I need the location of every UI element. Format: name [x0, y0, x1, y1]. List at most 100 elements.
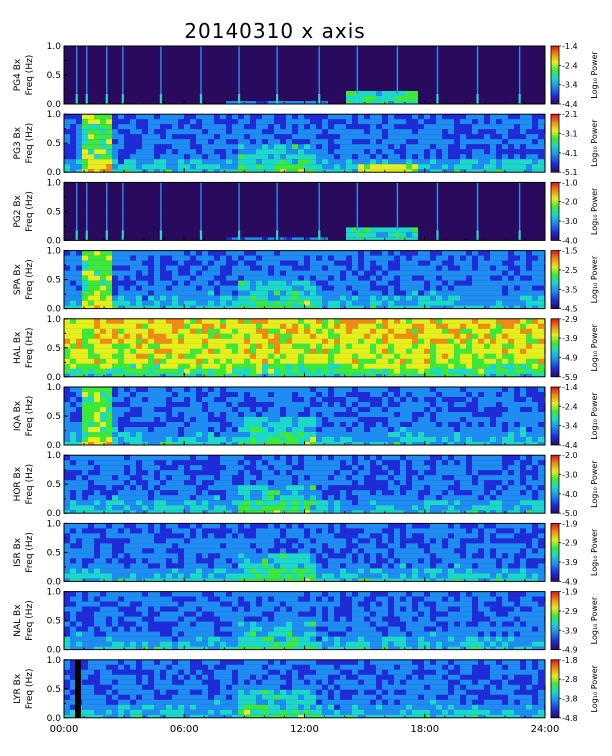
- colorbar-tick-label: -4.0: [562, 490, 578, 499]
- panel-pg2: 0.0 0.5 1.0 PG2 Bx Freq (Hz) -1.0 -2.0 -3.0 -4.0…: [13, 178, 599, 246]
- colorbar-unit-label: Log₁₀ Power: [590, 392, 599, 440]
- y-axis-label-station: IQA Bx: [13, 400, 23, 431]
- y-axis-label-station: PG4 Bx: [13, 58, 23, 91]
- pulse-line: [436, 182, 439, 241]
- colorbar-tick-label: -1.4: [562, 42, 578, 51]
- pulse-line: [356, 46, 359, 104]
- colorbar-tick-label: -3.0: [562, 471, 578, 480]
- spectrogram-cells: [64, 46, 545, 104]
- panel-hal: 0.0 0.5 1.0 HAL Bx Freq (Hz) -2.9 -3.9 -4.9 -5.9…: [13, 315, 599, 383]
- pulse-line: [476, 182, 479, 241]
- colorbar-unit-label: Log₁₀ Power: [590, 528, 599, 576]
- pulse-line: [160, 182, 162, 241]
- colorbar-hor: -2.0 -3.0 -4.0 -5.0 Log₁₀ Power: [550, 451, 599, 518]
- y-tick-label: 1.0: [47, 383, 62, 393]
- y-tick-label: 1.0: [47, 42, 62, 52]
- colorbar-tick-label: -4.4: [562, 441, 578, 450]
- spectrogram-cells: [64, 455, 545, 514]
- panel-spa: 0.0 0.5 1.0 SPA Bx Freq (Hz) -1.5 -2.5 -3.5 -4.5…: [13, 247, 599, 315]
- y-tick-label: 0.5: [47, 412, 61, 422]
- pulse-line: [86, 182, 88, 241]
- y-axis-label-freq: Freq (Hz): [25, 327, 35, 368]
- y-tick-label: 1.0: [47, 110, 62, 120]
- colorbar-pg3: -2.1 -3.1 -4.1 -5.1 Log₁₀ Power: [550, 110, 599, 177]
- colorbar-tick-label: -2.9: [562, 315, 578, 324]
- panel-lyr: 0.0 0.5 1.0 LYR Bx Freq (Hz) -1.8 -2.8 -3.8 -4.8…: [13, 656, 599, 724]
- y-axis-label-freq: Freq (Hz): [25, 532, 35, 573]
- pulse-line: [200, 46, 202, 104]
- y-tick-label: 1.0: [47, 315, 62, 325]
- pulse-line: [86, 46, 88, 104]
- colorbar-tick-label: -2.5: [562, 266, 578, 275]
- colorbar-tick-label: -1.4: [562, 383, 578, 392]
- y-axis-label-station: NAL Bx: [13, 604, 23, 637]
- colorbar-lyr: -1.8 -2.8 -3.8 -4.8 Log₁₀ Power: [550, 656, 599, 723]
- colorbar-tick-label: -2.0: [562, 451, 578, 460]
- panel-isr: 0.0 0.5 1.0 ISR Bx Freq (Hz) -1.9 -2.9 -3.9 -4.9…: [13, 519, 599, 587]
- pulse-line: [160, 46, 162, 104]
- colorbar-tick-label: -2.4: [562, 402, 578, 411]
- pulse-line: [396, 182, 399, 241]
- colorbar-tick-label: -3.4: [562, 422, 578, 431]
- pulse-line: [356, 182, 359, 241]
- x-tick-label: 12:00: [290, 724, 319, 735]
- colorbar-unit-label: Log₁₀ Power: [590, 596, 599, 644]
- y-tick-label: 0.5: [47, 139, 61, 149]
- y-axis-label-station: LYR Bx: [13, 673, 23, 704]
- pulse-line: [276, 46, 278, 104]
- spectrogram-cells: [64, 591, 545, 650]
- spectrogram-cells: [64, 114, 545, 173]
- pulse-line: [122, 46, 124, 104]
- colorbar-tick-label: -3.1: [562, 130, 578, 139]
- colorbar-tick-label: -4.9: [562, 353, 578, 362]
- y-tick-label: 0.5: [47, 480, 61, 490]
- y-tick-label: 0.5: [47, 276, 61, 286]
- colorbar-tick-label: -1.5: [562, 247, 578, 256]
- colorbar-iqa: -1.4 -2.4 -3.4 -4.4 Log₁₀ Power: [550, 383, 599, 450]
- colorbar-tick-label: -4.1: [562, 149, 578, 158]
- colorbar-spa: -1.5 -2.5 -3.5 -4.5 Log₁₀ Power: [550, 247, 599, 314]
- y-tick-label: 1.0: [47, 519, 62, 529]
- colorbar-tick-label: -4.0: [562, 236, 578, 245]
- y-axis-label-station: SPA Bx: [13, 263, 23, 295]
- colorbar-nal: -1.9 -2.9 -3.9 -4.9 Log₁₀ Power: [550, 588, 599, 655]
- colorbar-unit-label: Log₁₀ Power: [590, 119, 599, 167]
- y-axis-label-freq: Freq (Hz): [25, 668, 35, 709]
- chart-title: 20140310 x axis: [184, 19, 365, 43]
- colorbar-tick-label: -4.9: [562, 577, 578, 586]
- x-tick-label: 06:00: [170, 724, 199, 735]
- y-tick-label: 1.0: [47, 451, 62, 461]
- spectrogram-cells: [64, 523, 545, 582]
- y-tick-label: 0.0: [47, 714, 62, 724]
- y-tick-label: 0.0: [47, 441, 62, 451]
- y-tick-label: 0.5: [47, 344, 61, 354]
- colorbar-unit-label: Log₁₀ Power: [590, 187, 599, 235]
- colorbar-tick-label: -4.8: [562, 714, 578, 723]
- y-tick-label: 0.0: [47, 168, 62, 178]
- colorbar-tick-label: -1.8: [562, 656, 578, 665]
- y-axis-label-station: PG3 Bx: [13, 126, 23, 159]
- panel-hor: 0.0 0.5 1.0 HOR Bx Freq (Hz) -2.0 -3.0 -4.0 -5.0…: [13, 451, 599, 519]
- panel-pg3: 0.0 0.5 1.0 PG3 Bx Freq (Hz) -2.1 -3.1 -4.1 -5.1…: [13, 110, 599, 178]
- pulse-line: [396, 46, 399, 104]
- y-tick-label: 1.0: [47, 247, 62, 257]
- colorbar-tick-label: -2.1: [562, 110, 578, 119]
- y-axis-label-station: PG2 Bx: [13, 194, 23, 227]
- y-tick-label: 0.0: [47, 100, 62, 110]
- y-tick-label: 0.0: [47, 646, 62, 656]
- y-tick-label: 0.5: [47, 548, 61, 558]
- y-axis-label-freq: Freq (Hz): [25, 55, 35, 96]
- pulse-line: [518, 182, 521, 241]
- colorbar-tick-label: -3.5: [562, 285, 578, 294]
- y-tick-label: 0.5: [47, 207, 61, 217]
- colorbar-tick-label: -2.9: [562, 607, 578, 616]
- colorbar-tick-label: -4.9: [562, 646, 578, 655]
- spectrogram-cells: [64, 318, 545, 377]
- colorbar-unit-label: Log₁₀ Power: [590, 460, 599, 508]
- pulse-line: [76, 182, 78, 241]
- x-tick-label: 00:00: [50, 724, 79, 735]
- colorbar-tick-label: -1.0: [562, 178, 578, 187]
- pulse-line: [76, 46, 78, 104]
- y-axis-label-station: HAL Bx: [13, 331, 23, 364]
